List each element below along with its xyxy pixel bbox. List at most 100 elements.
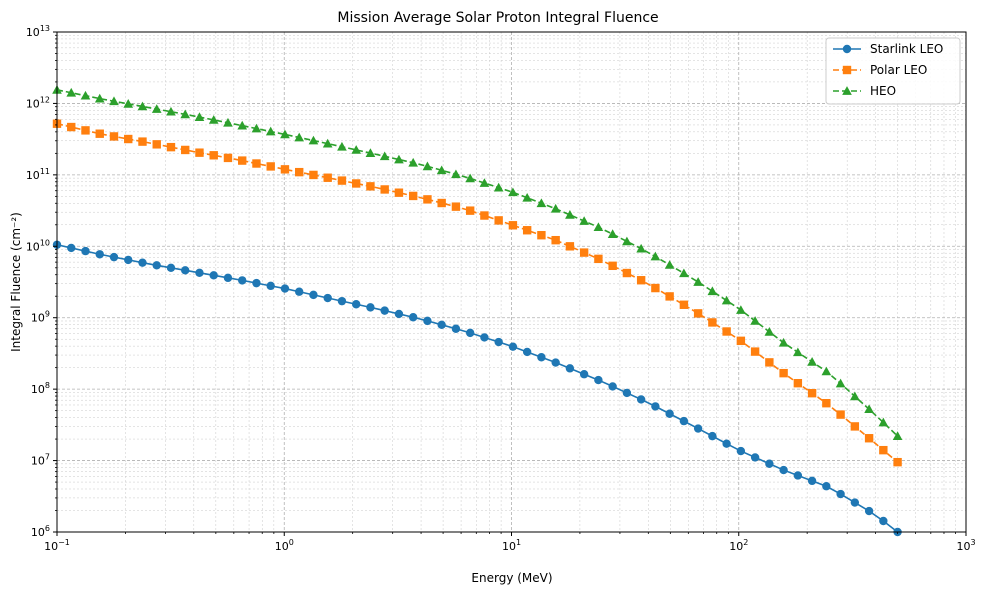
data-point-starlink-leo bbox=[81, 246, 90, 256]
data-point-heo bbox=[707, 286, 718, 296]
data-point-polar-leo bbox=[67, 122, 76, 132]
data-point-polar-leo bbox=[765, 358, 774, 367]
data-point-starlink-leo bbox=[551, 358, 560, 367]
data-point-polar-leo bbox=[708, 318, 717, 327]
data-point-heo bbox=[308, 135, 319, 145]
data-point-starlink-leo bbox=[465, 328, 475, 338]
data-point-starlink-leo bbox=[579, 370, 589, 379]
y-tick-base: 10 bbox=[26, 26, 40, 39]
data-point-starlink-leo bbox=[124, 255, 133, 265]
data-point-starlink-leo bbox=[608, 382, 617, 391]
y-tick-label: 108 bbox=[31, 381, 50, 396]
data-point-polar-leo bbox=[636, 276, 646, 285]
data-point-heo bbox=[436, 165, 447, 175]
data-point-heo bbox=[251, 123, 262, 133]
series-layer bbox=[52, 85, 903, 537]
y-axis-label: Integral Fluence (cm⁻²) bbox=[9, 212, 23, 352]
legend-box bbox=[825, 37, 961, 105]
y-tick-exponent: 8 bbox=[45, 381, 50, 390]
data-point-heo bbox=[607, 229, 618, 239]
data-point-heo bbox=[408, 157, 419, 167]
data-point-polar-leo bbox=[323, 173, 332, 182]
data-point-heo bbox=[80, 90, 91, 100]
y-tick-base: 10 bbox=[26, 97, 40, 110]
data-point-starlink-leo bbox=[252, 278, 261, 288]
data-point-heo bbox=[493, 182, 504, 192]
data-point-heo bbox=[565, 210, 575, 219]
data-point-polar-leo bbox=[807, 388, 817, 398]
data-point-heo bbox=[508, 187, 518, 197]
x-tick-label: 10−1 bbox=[44, 538, 70, 553]
data-point-polar-leo bbox=[124, 134, 133, 144]
data-point-heo bbox=[66, 87, 77, 97]
data-point-starlink-leo bbox=[408, 313, 418, 322]
series-heo bbox=[52, 85, 903, 440]
data-point-polar-leo bbox=[579, 248, 589, 257]
data-point-polar-leo bbox=[465, 206, 475, 215]
data-point-heo bbox=[721, 295, 732, 305]
data-point-polar-leo bbox=[750, 347, 760, 356]
x-tick-label: 102 bbox=[729, 538, 748, 553]
y-tick-exponent: 13 bbox=[40, 24, 50, 33]
y-tick-label: 1010 bbox=[26, 238, 50, 253]
data-point-starlink-leo bbox=[722, 439, 731, 448]
data-point-heo bbox=[807, 357, 817, 366]
data-point-heo bbox=[223, 117, 233, 127]
y-tick-exponent: 10 bbox=[40, 238, 50, 247]
data-point-heo bbox=[536, 198, 547, 208]
data-point-starlink-leo bbox=[836, 489, 845, 499]
data-point-starlink-leo bbox=[879, 516, 888, 526]
data-point-starlink-leo bbox=[109, 252, 119, 262]
x-axis-label: Energy (MeV) bbox=[471, 571, 552, 585]
x-tick-exponent: 2 bbox=[743, 538, 748, 547]
data-point-polar-leo bbox=[138, 137, 147, 146]
y-tick-base: 10 bbox=[31, 526, 45, 539]
legend-marker bbox=[842, 65, 852, 75]
data-point-polar-leo bbox=[309, 170, 318, 180]
x-tick-exponent: 3 bbox=[970, 538, 975, 547]
data-point-heo bbox=[208, 115, 219, 124]
x-tick-base: 10 bbox=[44, 540, 58, 553]
data-point-starlink-leo bbox=[537, 353, 546, 362]
y-tick-label: 1011 bbox=[26, 167, 50, 182]
data-point-heo bbox=[280, 129, 290, 139]
data-point-starlink-leo bbox=[366, 303, 375, 312]
data-point-polar-leo bbox=[537, 231, 546, 240]
legend-marker bbox=[842, 44, 852, 54]
legend-item-heo: HEO bbox=[833, 84, 896, 98]
data-point-polar-leo bbox=[451, 202, 461, 211]
y-tick-label: 106 bbox=[31, 524, 50, 539]
data-point-polar-leo bbox=[209, 151, 218, 160]
y-tick-exponent: 9 bbox=[45, 310, 50, 319]
data-point-polar-leo bbox=[522, 226, 532, 235]
data-point-polar-leo bbox=[166, 142, 176, 152]
data-point-starlink-leo bbox=[280, 284, 290, 293]
data-point-starlink-leo bbox=[494, 337, 503, 347]
data-point-starlink-leo bbox=[807, 476, 817, 486]
data-point-heo bbox=[650, 251, 661, 261]
y-tick-exponent: 7 bbox=[45, 453, 50, 462]
data-point-starlink-leo bbox=[750, 453, 760, 462]
data-point-heo bbox=[351, 145, 362, 154]
data-point-heo bbox=[237, 120, 248, 130]
data-point-polar-leo bbox=[608, 261, 617, 271]
y-tick-label: 107 bbox=[31, 453, 50, 468]
data-point-starlink-leo bbox=[166, 263, 176, 273]
data-point-starlink-leo bbox=[665, 409, 674, 418]
data-point-heo bbox=[265, 126, 276, 136]
y-tick-label: 1013 bbox=[26, 24, 50, 39]
data-point-polar-leo bbox=[594, 254, 603, 264]
data-point-starlink-leo bbox=[380, 306, 389, 315]
data-point-starlink-leo bbox=[209, 271, 218, 280]
data-point-heo bbox=[180, 109, 191, 119]
data-point-polar-leo bbox=[337, 176, 347, 185]
data-point-polar-leo bbox=[408, 191, 418, 201]
data-point-heo bbox=[465, 173, 476, 183]
x-tick-base: 10 bbox=[956, 540, 970, 553]
data-point-heo bbox=[294, 132, 305, 142]
legend-label: Starlink LEO bbox=[870, 42, 943, 56]
data-point-polar-leo bbox=[195, 148, 204, 157]
data-point-polar-leo bbox=[223, 153, 233, 163]
data-point-heo bbox=[365, 148, 376, 157]
